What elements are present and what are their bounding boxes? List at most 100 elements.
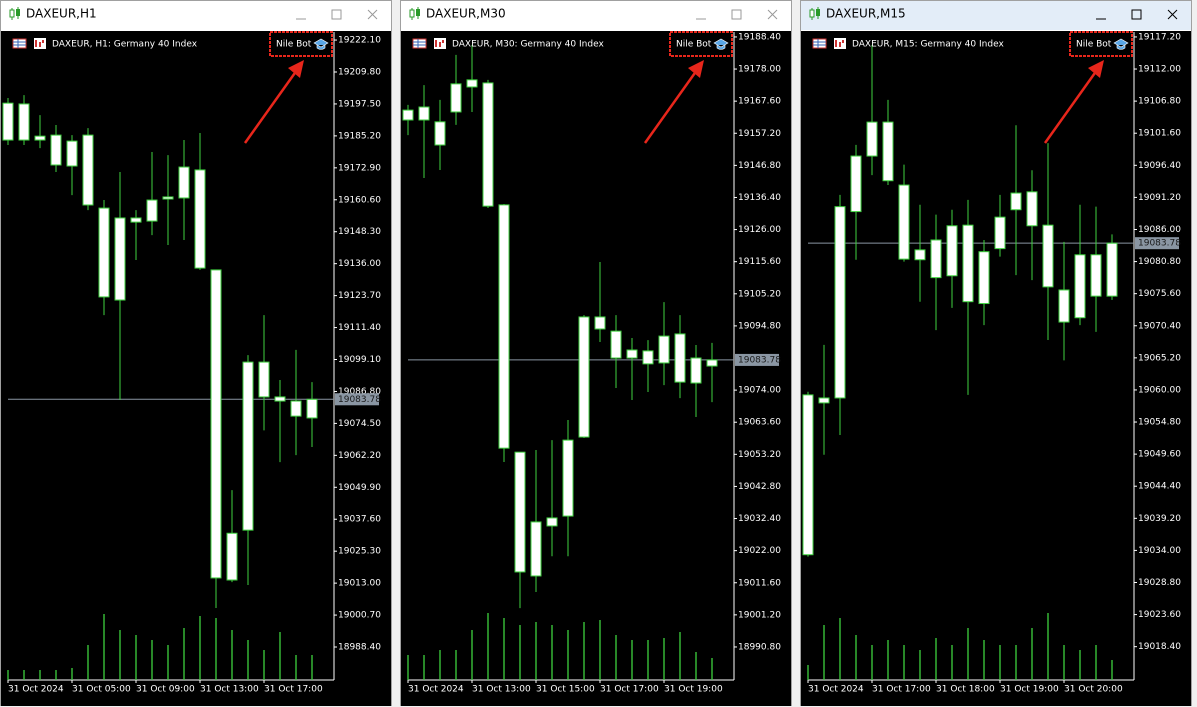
price-label: 19160.60 [338, 195, 381, 205]
time-label: 31 Oct 15:00 [536, 685, 595, 695]
price-label: 19042.80 [738, 482, 781, 492]
price-label: 19101.60 [1138, 129, 1181, 139]
grid-icon [813, 39, 826, 48]
price-label: 19185.20 [338, 131, 381, 141]
price-label: 19146.80 [738, 161, 781, 171]
candle-body [242, 361, 254, 531]
candle-body [66, 140, 78, 167]
price-label: 19049.90 [338, 483, 381, 493]
price-label: 19105.20 [738, 289, 781, 299]
bot-icon [313, 38, 329, 50]
depth-icon [435, 40, 444, 47]
time-label: 31 Oct 09:00 [136, 685, 195, 695]
price-label: 19011.60 [738, 578, 781, 588]
candle-body [210, 269, 222, 579]
candle-body [178, 166, 190, 199]
price-label: 19096.40 [1138, 161, 1181, 171]
candle-body [882, 121, 894, 182]
candle-body [450, 83, 462, 113]
time-label: 31 Oct 2024 [8, 685, 64, 695]
annotation-arrow [643, 69, 699, 144]
current-price-label: 19083.78 [338, 395, 381, 405]
price-label: 19032.40 [738, 514, 781, 524]
chart-window[interactable]: DAXEUR,M15 19117.20 19112.00 19106.80 19101.… [800, 0, 1192, 707]
title-icon [16, 9, 20, 16]
candle-body [802, 394, 814, 556]
candle-body [690, 357, 702, 384]
title-icon [9, 9, 15, 18]
maximize-button[interactable] [331, 9, 342, 20]
title-icon [816, 9, 820, 16]
candle-body [978, 251, 990, 305]
current-price-box [335, 393, 379, 406]
price-label: 18988.40 [338, 643, 381, 653]
grid-icon [413, 39, 426, 48]
candle-body [834, 206, 846, 399]
annotation-arrow [243, 69, 299, 144]
bot-label[interactable]: Nile Bot [676, 40, 712, 50]
window-title: DAXEUR,H1 [26, 7, 97, 21]
candle-body [1058, 289, 1070, 323]
close-button[interactable] [367, 9, 378, 20]
price-label: 19074.50 [338, 419, 381, 429]
price-label: 19034.00 [1138, 546, 1181, 556]
candle-body [818, 397, 830, 404]
candle-body [914, 249, 926, 261]
candle-body [1106, 242, 1118, 297]
bot-highlight [269, 31, 333, 57]
price-label: 19094.80 [738, 321, 781, 331]
price-label: 19018.40 [1138, 642, 1181, 652]
close-button[interactable] [1167, 9, 1178, 20]
price-label: 19063.60 [738, 418, 781, 428]
bot-label[interactable]: Nile Bot [1076, 40, 1112, 50]
candle-body [1074, 254, 1086, 319]
price-label: 19074.00 [738, 386, 781, 396]
chart-header: DAXEUR, M30: Germany 40 Index [452, 40, 604, 50]
grid-icon [412, 38, 427, 49]
title-icon [416, 9, 420, 16]
chart-window[interactable]: DAXEUR,H1 19222.10 19209.80 19197.50 19185.2… [0, 0, 392, 707]
price-label: 19123.70 [338, 291, 381, 301]
depth-icon [835, 40, 844, 47]
candle-body [194, 169, 206, 269]
chart-window[interactable]: DAXEUR,M30 19188.40 19178.00 19167.60 19157.… [400, 0, 792, 707]
candle-body [82, 134, 94, 206]
candle-body [562, 439, 574, 517]
price-label: 19065.20 [1138, 353, 1181, 363]
candle-body [850, 155, 862, 213]
time-label: 31 Oct 05:00 [72, 685, 131, 695]
candle-body [546, 517, 558, 527]
candle-body [642, 350, 654, 365]
maximize-button[interactable] [731, 9, 742, 20]
window-title: DAXEUR,M15 [826, 7, 906, 21]
time-label: 31 Oct 19:00 [1000, 685, 1059, 695]
time-label: 31 Oct 13:00 [472, 685, 531, 695]
time-label: 31 Oct 2024 [808, 685, 864, 695]
current-price-box [735, 353, 779, 366]
price-label: 19080.80 [1138, 257, 1181, 267]
price-label: 19062.20 [338, 451, 381, 461]
annotation-arrowhead [288, 60, 304, 78]
price-label: 19222.10 [338, 36, 381, 46]
price-label: 19117.20 [1138, 32, 1181, 42]
candle-body [898, 184, 910, 260]
candle-body [930, 239, 942, 279]
bot-label[interactable]: Nile Bot [276, 40, 312, 50]
price-label: 19075.60 [1138, 289, 1181, 299]
time-label: 31 Oct 13:00 [200, 685, 259, 695]
candle-body [514, 451, 526, 573]
candle-body [290, 400, 302, 417]
price-label: 19049.60 [1138, 450, 1181, 460]
price-label: 19054.80 [1138, 418, 1181, 428]
chart-background [1, 31, 391, 706]
candle-body [1010, 192, 1022, 211]
close-button[interactable] [767, 9, 778, 20]
chart-header: DAXEUR, M15: Germany 40 Index [852, 40, 1004, 50]
price-label: 19157.20 [738, 129, 781, 139]
bot-highlight [1069, 31, 1133, 57]
candle-body [306, 398, 318, 419]
maximize-button[interactable] [1131, 9, 1142, 20]
bot-icon [1113, 38, 1129, 50]
chart-header: DAXEUR, H1: Germany 40 Index [52, 40, 198, 50]
